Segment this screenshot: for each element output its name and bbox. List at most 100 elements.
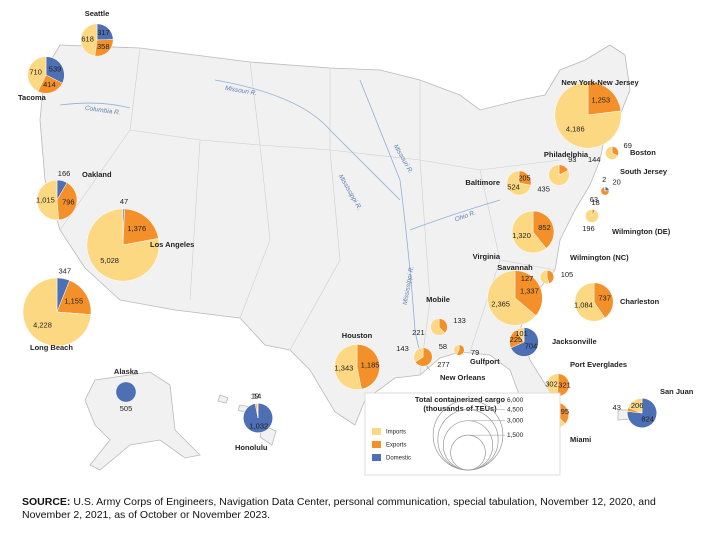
rivers [59,79,501,371]
pie-slice [438,318,448,334]
value-label: 539 [49,64,62,73]
size-legend-title: (thousands of TEUs) [423,404,497,413]
port-name: Wilmington (DE) [612,227,671,236]
value-label: 47 [120,197,128,206]
pie-slice [532,210,555,249]
port-name: Wilmington (NC) [570,253,629,262]
pie-slice [256,403,259,419]
value-label: 1,343 [335,363,354,372]
pie-slice [453,344,460,356]
pie-slice [510,327,539,357]
port-name: Long Beach [30,343,73,352]
value-label: 358 [97,42,110,51]
legend-label: Domestic [386,456,411,462]
value-label: 225 [510,335,523,344]
size-legend-title: Total containerized cargo [415,395,506,404]
pie-slice [86,208,160,282]
size-legend-label: 4,500 [507,406,524,413]
value-label: 824 [641,414,654,423]
value-label: 505 [120,404,133,413]
source-note: SOURCE: U.S. Army Corps of Engineers, Na… [22,496,662,522]
value-label: 93 [568,155,576,164]
value-label: 1,015 [36,195,55,204]
value-label: 63 [590,195,598,204]
port-name: Charleston [620,297,660,306]
value-label: 4,186 [566,124,585,133]
value-label: 127 [521,274,534,283]
pie-slice [36,179,59,221]
pie-slice [539,269,550,285]
value-label: 105 [561,270,574,279]
value-label: 5,028 [100,256,119,265]
pie-slice [413,347,424,363]
value-label: 133 [453,316,466,325]
port-name: New York-New Jersey [561,78,639,87]
value-label: 1,185 [361,361,380,370]
state-lines [59,47,561,376]
pie-slice [356,344,380,390]
value-label: 704 [525,342,538,351]
value-label: 321 [558,380,571,389]
value-label: 2 [602,175,606,184]
port-name: Seattle [85,9,110,18]
pie-slice [511,210,547,254]
value-label: 852 [538,223,551,232]
pie-slice [414,347,433,367]
value-label: 295 [557,407,570,416]
size-legend-label: 3,000 [507,417,524,424]
legend-box [364,392,561,476]
legend-swatch [372,454,381,461]
pie-slice [506,170,532,196]
value-label: 43 [613,403,621,412]
value-label: 1,376 [127,224,146,233]
value-label: 347 [59,267,72,276]
value-label: 1,084 [574,300,593,309]
pie-slice [487,270,537,326]
value-label: 20 [613,178,621,187]
pie-slice [122,208,159,246]
value-label: 58 [439,342,447,351]
value-label: 221 [412,328,425,337]
pie-slice [22,277,92,347]
pie-slice [80,23,98,57]
pie-slice [456,344,465,356]
legend-label: Imports [386,430,406,436]
port-name: Alaska [114,367,139,376]
port-name: Miami [570,435,591,444]
value-label: 14 [253,391,261,400]
port-name: Houston [342,331,373,340]
pie-slice [587,81,622,116]
port-name: South Jersey [620,167,668,176]
value-label: 4,228 [33,320,52,329]
value-label: 1,155 [64,297,83,306]
pie-slice [604,186,610,192]
pie-slice [514,270,543,316]
pie-slice [546,269,555,284]
value-label: 1,320 [512,231,531,240]
legend: Imports Exports Domestic Total containerize… [364,392,561,476]
pie-slice [56,280,92,315]
port-name: San Juan [660,387,694,396]
legend-label: Exports [386,443,406,449]
value-label: 166 [58,169,71,178]
pie-slice [430,318,446,336]
port-name: Gulfport [470,357,500,366]
port-name: Honolulu [235,443,268,452]
value-label: 1,032 [249,421,268,430]
port-name: Tacoma [18,93,47,102]
value-label: 144 [588,155,601,164]
contiguous-us [39,44,631,441]
pie-slice [45,56,65,84]
value-label: 524 [507,182,520,191]
value-label: 1,253 [591,96,610,105]
value-label: 618 [81,34,94,43]
value-label: 79 [471,348,479,357]
pie-slice [94,39,114,57]
port-name: Savannah [497,263,533,272]
pie-slice [605,146,619,160]
river [59,79,501,371]
value-label: 1,337 [520,286,539,295]
port-name: Boston [630,148,656,157]
river-label: Columbia R. [84,105,121,117]
